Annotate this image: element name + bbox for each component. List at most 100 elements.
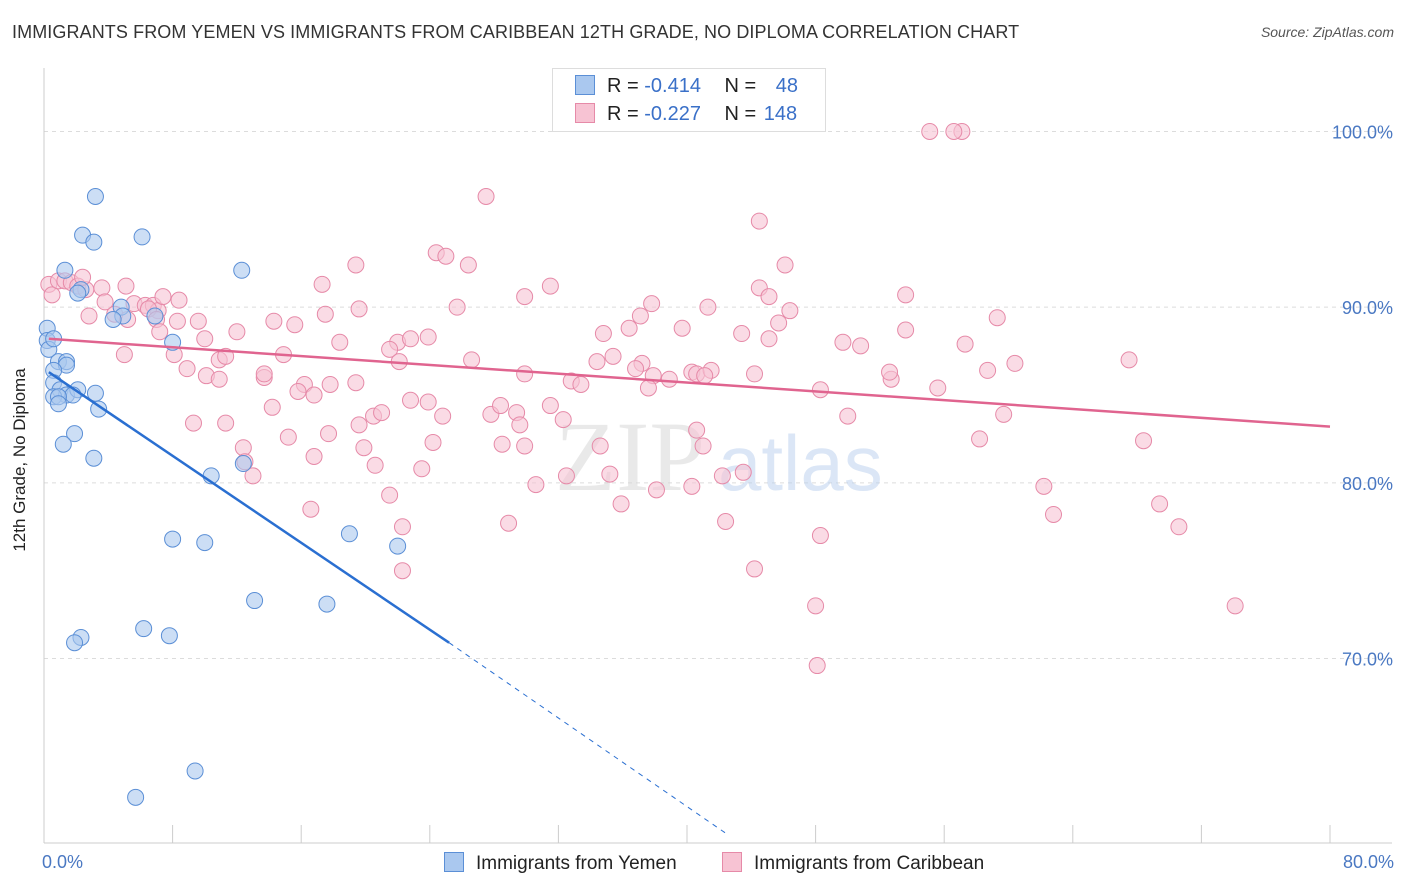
caribbean-point	[381, 340, 399, 358]
caribbean-point	[688, 421, 706, 439]
caribbean-point	[988, 309, 1006, 327]
caribbean-point	[760, 288, 778, 306]
caribbean-point	[660, 370, 678, 388]
caribbean-point	[189, 312, 207, 330]
caribbean-point	[402, 391, 420, 409]
caribbean-point	[305, 386, 323, 404]
caribbean-point	[1006, 354, 1024, 372]
caribbean-point	[760, 330, 778, 348]
caribbean-point	[713, 467, 731, 485]
caribbean-point	[956, 335, 974, 353]
caribbean-point	[263, 398, 281, 416]
watermark-atlas: atlas	[718, 419, 883, 507]
source-label: Source: ZipAtlas.com	[1260, 24, 1394, 40]
caribbean-point	[347, 256, 365, 274]
yemen-point	[85, 233, 103, 251]
caribbean-point	[1170, 518, 1188, 536]
yemen-point	[69, 284, 87, 302]
caribbean-point	[228, 323, 246, 341]
legend-n-label: N =	[724, 103, 757, 125]
legend-caribbean-n: 148	[763, 103, 798, 125]
yemen-point	[133, 228, 151, 246]
yemen-point	[56, 261, 74, 279]
legend-row-caribbean: R = -0.227 N = 148	[575, 103, 797, 126]
yemen-swatch	[575, 75, 595, 95]
legend-yemen-n: 48	[775, 75, 799, 97]
caribbean-point	[434, 407, 452, 425]
yemen-point	[164, 530, 182, 548]
caribbean-point	[516, 288, 534, 306]
caribbean-point	[43, 286, 61, 304]
legend-yemen-label: Immigrants from Yemen	[476, 853, 677, 874]
caribbean-point	[437, 247, 455, 265]
yemen-point	[340, 525, 358, 543]
yemen-trend-line	[48, 371, 450, 644]
caribbean-point	[601, 465, 619, 483]
caribbean-point	[413, 460, 431, 478]
caribbean-point	[647, 481, 665, 499]
caribbean-point	[493, 435, 511, 453]
caribbean-point	[419, 328, 437, 346]
caribbean-point	[289, 382, 307, 400]
caribbean-point	[170, 291, 188, 309]
yemen-point	[160, 627, 178, 645]
yemen-trend-extension	[448, 642, 728, 835]
caribbean-point	[620, 319, 638, 337]
caribbean-point	[402, 330, 420, 348]
legend-r-label: R =	[607, 103, 639, 125]
caribbean-point	[463, 351, 481, 369]
caribbean-point	[350, 416, 368, 434]
caribbean-point	[897, 286, 915, 304]
chart-title: IMMIGRANTS FROM YEMEN VS IMMIGRANTS FROM…	[12, 22, 1020, 42]
caribbean-point	[511, 416, 529, 434]
caribbean-point	[631, 307, 649, 325]
caribbean-point	[639, 379, 657, 397]
caribbean-point	[184, 414, 202, 432]
trend-lines	[48, 337, 1331, 835]
caribbean-point	[1035, 477, 1053, 495]
caribbean-point	[350, 300, 368, 318]
caribbean-point	[881, 363, 899, 381]
caribbean-point	[627, 360, 645, 378]
caribbean-point	[255, 365, 273, 383]
y-tick-label: 80.0%	[1342, 474, 1393, 494]
caribbean-point	[115, 346, 133, 364]
caribbean-point	[234, 439, 252, 457]
yemen-points	[38, 187, 407, 806]
caribbean-point	[393, 562, 411, 580]
watermark: ZIP atlas	[555, 401, 883, 512]
legend-n-label: N =	[724, 75, 757, 97]
caribbean-point	[750, 212, 768, 230]
caribbean-point	[196, 330, 214, 348]
caribbean-point	[244, 467, 262, 485]
yemen-point	[66, 634, 84, 652]
caribbean-point	[347, 374, 365, 392]
yemen-point	[135, 620, 153, 638]
caribbean-point	[673, 319, 691, 337]
caribbean-point	[527, 476, 545, 494]
caribbean-point	[1120, 351, 1138, 369]
caribbean-point	[381, 486, 399, 504]
caribbean-point	[178, 360, 196, 378]
grid-lines	[44, 130, 1392, 660]
caribbean-point	[588, 353, 606, 371]
caribbean-point	[313, 275, 331, 293]
caribbean-point	[979, 361, 997, 379]
caribbean-point	[921, 122, 939, 140]
stats-legend: R = -0.414 N = 48 R = -0.227 N = 148	[552, 68, 826, 132]
caribbean-point	[734, 463, 752, 481]
axes	[43, 68, 1392, 844]
caribbean-point	[807, 597, 825, 615]
caribbean-point	[591, 437, 609, 455]
caribbean-point	[995, 405, 1013, 423]
legend-item-caribbean: Immigrants from Caribbean	[722, 852, 984, 875]
caribbean-point	[557, 467, 575, 485]
caribbean-point	[852, 337, 870, 355]
caribbean-point	[168, 312, 186, 330]
yemen-point	[233, 261, 251, 279]
caribbean-point	[834, 333, 852, 351]
yemen-point	[146, 307, 164, 325]
caribbean-point	[643, 295, 661, 313]
yemen-point	[127, 788, 145, 806]
caribbean-point	[746, 365, 764, 383]
